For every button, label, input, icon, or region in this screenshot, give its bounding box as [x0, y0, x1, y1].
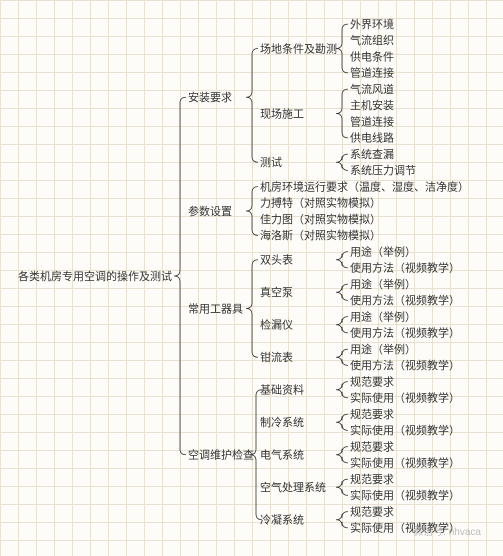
node-label: 管道连接: [350, 114, 394, 128]
brace-connector: [336, 447, 348, 463]
brace-connector: [336, 479, 348, 495]
node-label: 实际使用（视频教学）: [350, 456, 460, 470]
node-label: 场地条件及勘测: [260, 41, 337, 55]
node-label: 实际使用（视频教学）: [350, 423, 460, 437]
node-label: 气流风道: [350, 82, 394, 96]
node-label: 供电条件: [350, 49, 394, 63]
brace-connector: [174, 97, 186, 455]
brace-connector: [246, 260, 258, 358]
node-label: 常用工器具: [188, 302, 243, 315]
brace-connector: [246, 49, 258, 163]
brace-connector: [336, 252, 348, 268]
brace-connector: [336, 349, 348, 365]
node-label: 现场施工: [260, 106, 304, 120]
node-label: 参数设置: [188, 204, 232, 218]
node-label: 用途（举例）: [350, 309, 416, 323]
node-label: 力搏特（对照实物模拟）: [260, 196, 381, 210]
node-label: 使用方法（视频教学）: [350, 358, 460, 372]
node-label: 主机安装: [350, 98, 394, 112]
brace-connector: [336, 154, 348, 170]
node-label: 基础资料: [260, 383, 304, 397]
brace-connector: [336, 414, 348, 430]
watermark-text: 微信号: nhvaca: [413, 523, 481, 538]
node-label: 规范要求: [350, 374, 394, 388]
brace-connector: [336, 89, 348, 138]
node-label: 使用方法（视频教学）: [350, 261, 460, 275]
brace-connector: [246, 187, 258, 236]
node-label: 外界环境: [350, 17, 394, 31]
brace-connector: [336, 382, 348, 398]
node-label: 空调维护检查: [188, 448, 254, 462]
node-label: 佳力图（对照实物模拟）: [260, 212, 381, 226]
node-label: 真空泵: [260, 285, 293, 299]
node-label: 实际使用（视频教学）: [350, 488, 460, 502]
node-label: 管道连接: [350, 66, 394, 80]
mindmap-tree: 各类机房专用空调的操作及测试 安装要求 场地条件及勘测外界环境气流组织供电条件管道连…: [10, 10, 493, 546]
node-label: 机房环境运行要求（温度、湿度、洁净度）: [260, 179, 469, 193]
node-label: 双头表: [260, 253, 293, 267]
brace-connector: [336, 284, 348, 300]
node-label: 规范要求: [350, 439, 394, 453]
node-label: 电气系统: [260, 448, 304, 462]
node-label: 制冷系统: [260, 416, 304, 429]
node-label: 各类机房专用空调的操作及测试: [18, 269, 172, 283]
node-label: 安装要求: [188, 90, 232, 104]
node-label: 使用方法（视频教学）: [350, 326, 460, 340]
node-label: 规范要求: [350, 472, 394, 486]
node-label: 供电线路: [350, 131, 394, 145]
node-label: 用途（举例）: [350, 244, 416, 258]
node-label: 钳流表: [260, 350, 293, 364]
node-label: 气流组织: [350, 33, 394, 47]
node-label: 系统压力调节: [350, 164, 416, 177]
node-label: 检漏仪: [260, 318, 293, 332]
brace-connector: [336, 24, 348, 73]
node-label: 海洛斯（对照实物模拟）: [260, 228, 381, 242]
node-label: 使用方法（视频教学）: [350, 293, 460, 307]
node-label: 空气处理系统: [260, 480, 326, 494]
node-label: 用途（举例）: [350, 342, 416, 356]
node-label: 规范要求: [350, 504, 394, 518]
node-label: 实际使用（视频教学）: [350, 391, 460, 405]
node-label: 测试: [260, 156, 282, 169]
node-label: 系统查漏: [350, 147, 394, 161]
node-label: 冷凝系统: [260, 513, 304, 527]
node-label: 规范要求: [350, 407, 394, 421]
brace-connector: [336, 512, 348, 528]
brace-connector: [336, 317, 348, 333]
node-label: 用途（举例）: [350, 277, 416, 291]
